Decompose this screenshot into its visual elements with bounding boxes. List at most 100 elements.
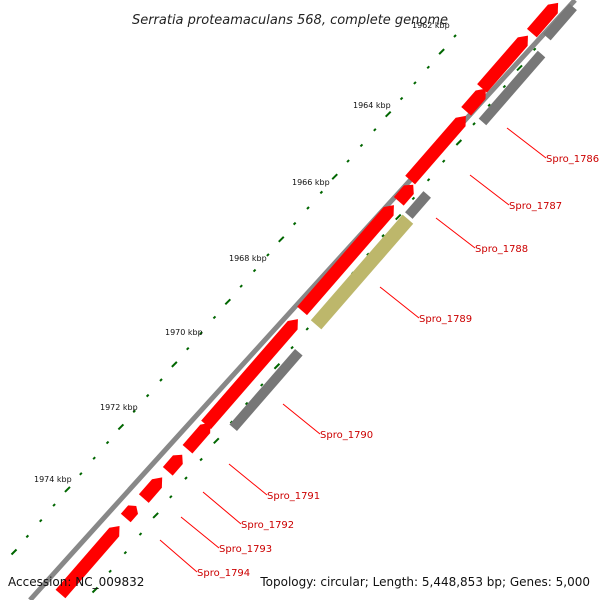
label-leader-line [469,174,510,206]
tick-mark [373,128,377,132]
tick-mark [260,383,264,387]
tick-label: 1974 kbp [34,475,72,484]
tick-mark [399,96,404,101]
tick-mark [186,347,190,351]
gene-label: Spro_1792 [241,520,294,531]
gene-forward [138,477,163,503]
gene-forward [162,454,183,476]
label-leader-line [282,403,321,435]
tick-mark [292,221,297,226]
gene-reverse [229,348,303,432]
tick-mark [381,234,385,238]
tick-mark [359,143,364,148]
tick-mark [252,268,257,273]
gene-reverse [478,50,546,126]
label-leader-line [228,463,268,496]
tick-mark [64,486,71,493]
tick-mark [438,48,445,55]
gene-forward [182,422,211,454]
label-layer: Spro_1786 Spro_1787 Spro_1788 Spro_1789 Spro… [159,127,599,579]
gene-label: Spro_1791 [267,491,320,502]
gene-forward [55,526,120,599]
gene-forward [477,35,528,93]
genome-backbone [28,0,577,600]
tick-mark [413,81,417,85]
tick-mark [199,457,203,462]
gene-label: Spro_1790 [320,430,373,441]
gene-label: Spro_1786 [546,154,599,165]
label-leader-line [435,217,476,249]
tick-label: 1970 kbp [165,328,203,337]
tick-mark [123,551,128,555]
gene-label: Spro_1787 [509,201,562,212]
tick-mark [25,534,30,539]
tick-mark [145,393,150,398]
tick-mark [213,437,220,445]
gene-forward [120,505,139,523]
tick-label: 1964 kbp [353,101,391,110]
tick-mark [346,159,350,163]
tick-mark [244,401,249,406]
tick-mark [516,64,523,72]
label-leader-line [379,286,420,319]
label-leader-line [202,491,242,525]
tick-mark [305,327,309,331]
label-leader-line [159,539,198,573]
tick-mark [10,548,18,556]
tick-mark [79,472,83,476]
tick-label: 1972 kbp [100,403,138,412]
label-leader-line [180,516,220,549]
tick-mark [39,519,43,523]
gene-forward [297,205,394,316]
tick-label: 1968 kbp [229,254,267,263]
tick-mark [426,178,431,182]
tick-mark [212,315,217,320]
gene-layer [55,2,577,599]
tick-mark [455,139,463,146]
tick-mark [273,363,281,370]
tick-mark [224,298,232,306]
tick-mark [169,495,173,499]
tick-mark [453,34,457,38]
tick-mark [266,253,270,257]
tick-mark [306,206,310,210]
tick-mark [117,423,125,431]
tick-mark [91,586,99,594]
tick-mark [472,122,476,126]
tick-mark [411,196,416,201]
tick-label-layer: 1962 kbp 1964 kbp 1966 kbp 1968 kbp 1970 kbp… [34,21,450,484]
tick-mark [171,361,178,368]
gene-forward [461,88,486,116]
tick-mark [502,84,507,89]
tick-mark [159,378,163,382]
tick-mark [132,409,136,413]
tick-mark [366,252,370,257]
tick-mark [487,103,491,107]
tick-layer [10,10,567,594]
tick-mark [319,190,324,195]
tick-mark [52,503,56,507]
gene-label: Spro_1788 [475,244,528,255]
gene-forward [405,115,466,185]
tick-mark [239,284,243,288]
tick-mark [331,173,338,180]
tick-mark [92,456,96,460]
topology-text: Topology: circular; Length: 5,448,853 bp… [259,575,590,589]
tick-mark [426,65,430,69]
tick-label: 1966 kbp [292,178,330,187]
map-title: Serratia proteamaculans 568, complete ge… [132,13,448,28]
gene-forward [393,184,414,206]
gene-label: Spro_1789 [419,314,472,325]
tick-mark [152,512,159,519]
tick-mark [395,213,402,221]
tick-label: 1962 kbp [412,21,450,30]
label-leader-line [506,127,547,159]
tick-mark [138,532,143,536]
tick-mark [105,440,110,445]
tick-mark [199,331,203,335]
gene-label: Spro_1794 [197,568,250,579]
gene-forward [526,2,559,38]
tick-mark [278,236,285,243]
gene-forward [201,319,298,430]
gene-reverse [405,191,431,219]
